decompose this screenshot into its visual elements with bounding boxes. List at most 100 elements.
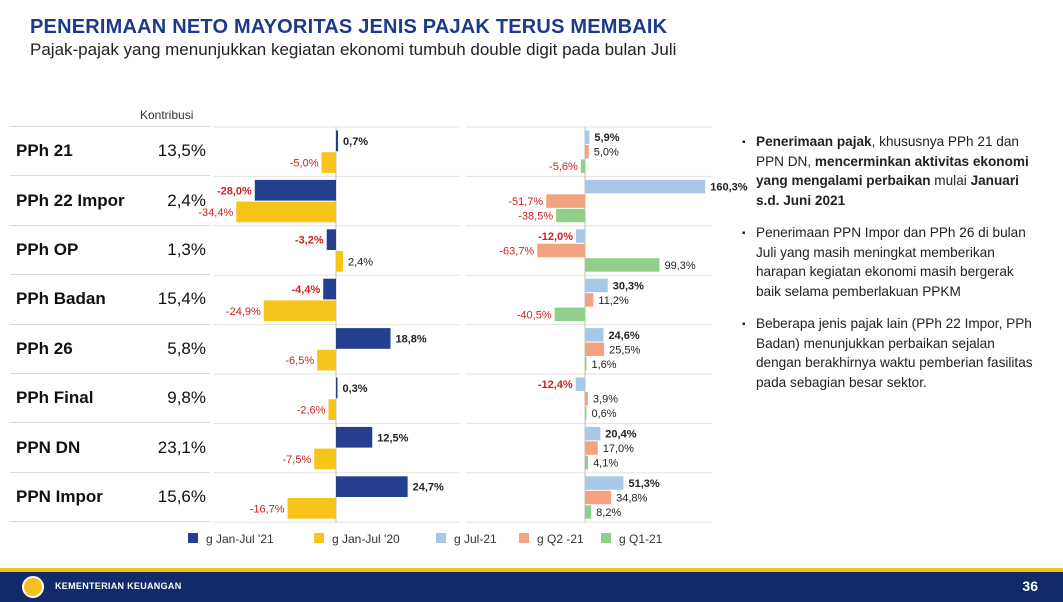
bar-g-q1-21 <box>585 357 587 371</box>
bar-g-jan-jul-20 <box>328 399 336 420</box>
data-label: 20,4% <box>605 429 636 441</box>
bar-g-jul-21 <box>585 130 590 144</box>
bullet-text-part: Beberapa jenis pajak lain (PPh 22 Impor,… <box>756 316 1033 390</box>
bar-g-jul-21 <box>585 179 706 194</box>
data-label: -40,5% <box>517 309 552 321</box>
bar-g-jan-jul-20 <box>236 201 336 223</box>
bullet-item: ▪ Beberapa jenis pajak lain (PPh 22 Impor… <box>742 314 1042 392</box>
bar-g-q2-21 <box>546 194 585 208</box>
bar-g-jan-jul-21 <box>336 328 391 349</box>
bar-g-q2-21 <box>585 490 612 505</box>
data-label: 11,2% <box>598 295 629 307</box>
bar-g-q2-21 <box>537 243 585 258</box>
tax-name: PPN DN <box>16 437 81 457</box>
bar-g-q2-21 <box>585 391 588 406</box>
data-label: 12,5% <box>377 432 408 444</box>
bar-g-jan-jul-21 <box>336 476 408 497</box>
footer-org: KEMENTERIAN KEUANGAN <box>55 581 182 591</box>
tax-name: PPN Impor <box>16 486 103 506</box>
data-label: -24,9% <box>226 306 261 318</box>
data-label: 160,3% <box>710 182 748 194</box>
legend-swatch <box>601 533 611 543</box>
tax-name: PPh 26 <box>16 338 73 358</box>
tax-name: PPh Badan <box>16 289 106 309</box>
data-label: 1,6% <box>592 359 617 371</box>
legend-label: g Q1-21 <box>619 532 663 546</box>
legend-swatch <box>436 533 446 543</box>
table-row: PPN DN 23,1% <box>10 423 210 473</box>
bar-g-q2-21 <box>585 144 589 159</box>
bar-g-q2-21 <box>585 293 594 307</box>
bullet-text: Penerimaan pajak, khususnya PPh 21 dan P… <box>756 132 1042 210</box>
data-label: -12,4% <box>538 379 573 391</box>
table-top-divider <box>10 126 210 127</box>
data-label: -51,7% <box>508 196 543 208</box>
kontribusi-value: 23,1% <box>157 437 206 457</box>
data-label: 24,6% <box>608 330 639 342</box>
bar-g-q1-21 <box>580 159 585 173</box>
bar-g-q1-21 <box>585 455 589 470</box>
data-label: 24,7% <box>413 482 444 494</box>
bar-g-jan-jul-20 <box>336 251 343 272</box>
bullet-text: Beberapa jenis pajak lain (PPh 22 Impor,… <box>756 314 1042 392</box>
data-label: 8,2% <box>596 507 621 519</box>
kontribusi-value: 9,8% <box>167 388 206 408</box>
data-label: -2,6% <box>297 405 326 417</box>
data-label: -3,2% <box>295 235 324 247</box>
bullet-square-icon: ▪ <box>742 319 746 330</box>
bar-g-jan-jul-20 <box>263 300 336 322</box>
bullet-notes: ▪ Penerimaan pajak, khususnya PPh 21 dan … <box>742 132 1042 405</box>
bar-g-jan-jul-21 <box>254 179 336 201</box>
bar-g-jan-jul-20 <box>314 448 336 470</box>
data-label: 0,7% <box>343 136 368 148</box>
kontribusi-value: 1,3% <box>167 239 206 259</box>
data-label: -38,5% <box>518 211 553 223</box>
data-label: 18,8% <box>396 333 427 345</box>
bar-g-q1-21 <box>585 406 587 420</box>
data-label: 4,1% <box>593 458 618 470</box>
kemenkeu-logo-icon <box>22 576 44 598</box>
bullet-item: ▪ Penerimaan pajak, khususnya PPh 21 dan … <box>742 132 1042 210</box>
bullet-square-icon: ▪ <box>742 228 746 239</box>
data-label: 17,0% <box>603 443 634 455</box>
legend-label: g Jan-Jul '20 <box>332 532 400 546</box>
data-label: 34,8% <box>616 493 647 505</box>
kontribusi-header: Kontribusi <box>140 108 194 122</box>
bullet-square-icon: ▪ <box>742 137 746 148</box>
bar-g-jul-21 <box>585 328 604 342</box>
data-label: -12,0% <box>538 231 573 243</box>
bullet-text: Penerimaan PPN Impor dan PPh 26 di bulan… <box>756 223 1042 301</box>
bullet-item: ▪ Penerimaan PPN Impor dan PPh 26 di bula… <box>742 223 1042 301</box>
bar-g-jul-21 <box>585 476 624 490</box>
bar-g-jan-jul-20 <box>321 152 336 173</box>
data-label: -16,7% <box>250 503 285 515</box>
tax-name: PPh Final <box>16 388 94 408</box>
bar-g-q1-21 <box>585 505 592 519</box>
bar-g-jan-jul-21 <box>336 130 339 152</box>
data-label: 0,3% <box>343 383 368 395</box>
kontribusi-value: 15,4% <box>157 289 206 309</box>
table-row: PPh Badan 15,4% <box>10 275 210 325</box>
data-label: 0,6% <box>592 408 617 420</box>
legend-swatch <box>519 533 529 543</box>
tax-name: PPh 21 <box>16 141 73 161</box>
bullet-text-part: mulai <box>930 173 971 188</box>
data-label: 25,5% <box>609 344 640 356</box>
tax-name: PPh 22 Impor <box>16 190 125 210</box>
data-label: 99,3% <box>664 260 695 272</box>
data-label: -5,6% <box>549 161 578 173</box>
legend-swatch <box>188 533 198 543</box>
footer-stripe <box>0 568 1063 572</box>
bullet-text-part: , khususnya PPh 21 dan PPN DN, <box>756 134 1019 169</box>
data-label: 2,4% <box>348 256 373 268</box>
table-row: PPh Final 9,8% <box>10 374 210 424</box>
data-label: 5,0% <box>594 147 619 159</box>
bullet-text-part: Penerimaan pajak <box>756 134 872 149</box>
data-label: -5,0% <box>290 158 319 170</box>
table-row: PPh 22 Impor 2,4% <box>10 176 210 226</box>
legend-label: g Q2 -21 <box>537 532 584 546</box>
bar-g-jul-21 <box>575 377 585 391</box>
bar-g-jan-jul-20 <box>287 498 336 519</box>
data-label: -63,7% <box>499 246 534 258</box>
